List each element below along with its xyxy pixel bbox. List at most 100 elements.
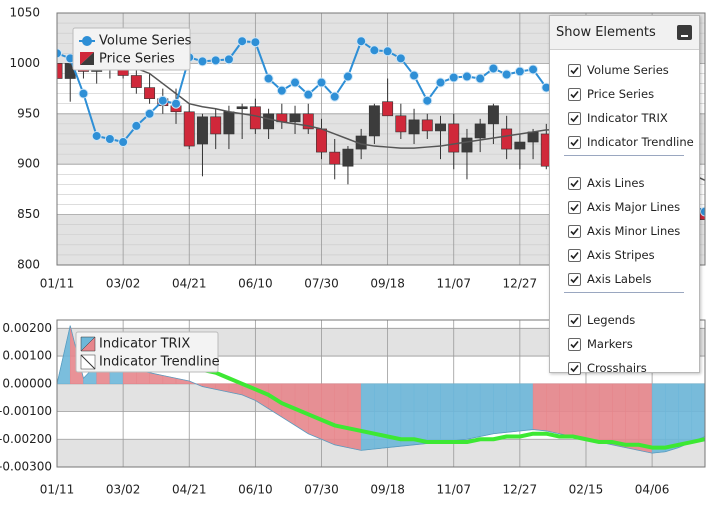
checkbox-label: Legends <box>587 313 636 327</box>
trix-area-segment <box>612 383 626 448</box>
minimize-button[interactable] <box>677 25 692 40</box>
checkbox[interactable] <box>568 273 581 286</box>
volume-marker <box>382 46 393 57</box>
candle-body <box>236 106 248 110</box>
y-tick-label: 1050 <box>9 6 40 20</box>
checkbox[interactable] <box>568 338 581 351</box>
candle-body <box>210 116 222 135</box>
y-tick-label: -0.00300 <box>0 460 52 474</box>
volume-marker <box>501 69 512 80</box>
volume-marker <box>700 206 705 217</box>
trix-area-segment <box>308 383 322 440</box>
x-tick-label: 07/30 <box>304 483 339 497</box>
x-tick-label: 04/06 <box>635 483 670 497</box>
candle-body <box>448 123 460 153</box>
panel-header: Show Elements <box>550 16 699 50</box>
trix-area-segment <box>506 383 521 433</box>
checkbox-label: Markers <box>587 337 633 351</box>
checkbox[interactable] <box>568 88 581 101</box>
volume-marker <box>144 108 155 119</box>
trix-area-segment <box>519 383 534 432</box>
legend: Indicator TRIX Indicator Trendline <box>75 331 220 373</box>
x-tick-label: 04/21 <box>172 277 207 291</box>
checkbox[interactable] <box>568 177 581 190</box>
checkbox-label: Axis Major Lines <box>587 200 681 214</box>
candle-body <box>183 111 195 147</box>
trix-area-segment <box>334 383 349 448</box>
checkbox[interactable] <box>568 112 581 125</box>
volume-marker <box>290 77 301 88</box>
checkbox-label: Crosshairs <box>587 361 647 375</box>
candle-body <box>461 137 473 153</box>
volume-marker <box>157 95 168 106</box>
candle-body <box>302 113 314 130</box>
candle-body <box>435 123 446 132</box>
candle-body <box>527 131 539 143</box>
volume-marker <box>369 45 380 56</box>
checkbox-label: Price Series <box>587 87 655 101</box>
trix-area-segment <box>453 383 468 441</box>
volume-marker <box>104 134 115 144</box>
x-tick-label: 02/15 <box>569 483 604 497</box>
trix-area-segment <box>651 383 666 454</box>
trix-area-segment <box>374 383 388 450</box>
legend-icon-marker <box>82 36 92 46</box>
trendline <box>189 367 705 450</box>
x-tick-label: 01/11 <box>40 483 75 497</box>
trix-area-segment <box>466 383 481 440</box>
volume-marker <box>316 77 327 88</box>
volume-marker <box>197 56 208 67</box>
trix-area-segment <box>360 383 375 451</box>
volume-marker <box>210 55 221 66</box>
y-tick-label: -0.00100 <box>0 404 52 418</box>
trix-area-segment <box>572 383 587 440</box>
x-tick-label: 07/30 <box>304 277 339 291</box>
trix-area-segment <box>559 383 574 437</box>
trix-area-segment <box>321 383 335 446</box>
trix-area-segment <box>598 383 613 446</box>
check-mark <box>570 138 579 147</box>
legend: Volume Series Price Series <box>72 27 192 71</box>
trix-area-segment <box>413 383 428 446</box>
axis-border <box>56 12 706 266</box>
checkbox[interactable] <box>568 314 581 327</box>
checkbox[interactable] <box>568 249 581 262</box>
x-tick-label: 01/11 <box>40 277 75 291</box>
checkbox[interactable] <box>568 201 581 214</box>
volume-marker <box>131 120 142 131</box>
trix-area-segment <box>440 383 454 443</box>
check-mark <box>570 66 579 75</box>
candle-body <box>382 101 394 117</box>
candle-body <box>316 128 327 153</box>
candle-body <box>223 111 235 135</box>
separator <box>564 292 684 293</box>
candle-body <box>474 123 486 139</box>
legend-icon-down <box>80 52 94 65</box>
checkbox[interactable] <box>568 64 581 77</box>
volume-marker <box>514 66 525 77</box>
trix-area-segment <box>427 383 441 444</box>
candle-body <box>408 119 420 135</box>
candle-body <box>501 128 513 150</box>
volume-marker <box>488 63 499 74</box>
checkbox[interactable] <box>568 136 581 149</box>
checkbox[interactable] <box>568 225 581 238</box>
volume-marker <box>223 54 234 65</box>
trix-area-segment <box>585 383 600 443</box>
legend-label: Indicator TRIX <box>99 337 190 352</box>
volume-marker <box>303 89 314 100</box>
check-mark <box>570 203 579 212</box>
checkbox-label: Axis Stripes <box>587 248 655 262</box>
x-tick-label: 06/10 <box>238 277 273 291</box>
volume-marker <box>475 73 486 84</box>
legend-icon-down <box>80 336 96 352</box>
legend-box <box>72 27 191 71</box>
candle-body <box>249 106 261 130</box>
check-mark <box>570 251 579 260</box>
checkbox[interactable] <box>568 362 581 375</box>
volume-marker <box>171 98 182 109</box>
trix-area-segment <box>625 383 640 451</box>
legend-box <box>75 331 219 373</box>
x-tick-label: 06/10 <box>238 483 273 497</box>
